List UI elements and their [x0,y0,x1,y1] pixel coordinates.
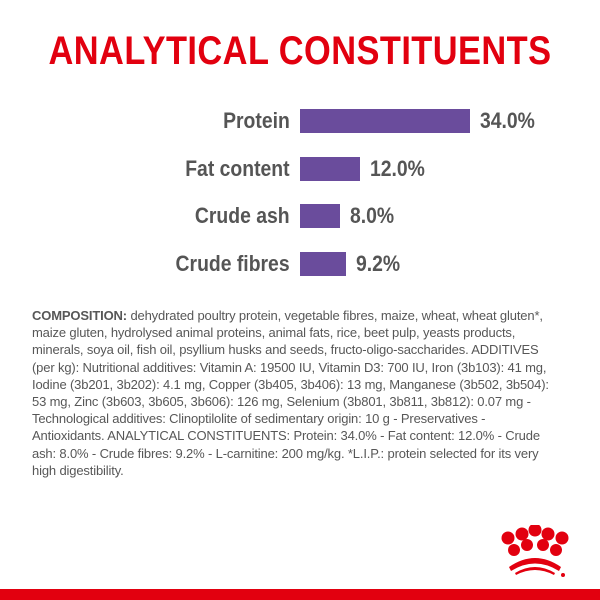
constituents-bar-chart: Protein 34.0% Fat content 12.0% Crude as… [0,0,600,290]
composition-text: COMPOSITION: dehydrated poultry protein,… [32,307,560,479]
page-title: ANALYTICAL CONSTITUENTS [48,29,552,73]
bar-label: Crude fibres [175,251,290,276]
royal-canin-crown-logo-icon [495,523,575,585]
bar-crude-ash [300,204,340,228]
bar-protein [300,109,470,133]
bar-label: Crude ash [195,203,290,228]
chart-row-fat-content: Fat content 12.0% [0,156,600,183]
bar-crude-fibres [300,252,346,276]
chart-row-crude-fibres: Crude fibres 9.2% [0,251,600,278]
bar-value: 34.0% [480,108,535,133]
bar-value: 9.2% [356,251,401,276]
footer-brand-bar [0,589,600,600]
composition-label: COMPOSITION: [32,308,127,323]
chart-row-crude-ash: Crude ash 8.0% [0,203,600,230]
composition-body: dehydrated poultry protein, vegetable fi… [32,308,549,478]
bar-label: Protein [223,108,290,133]
bar-value: 12.0% [370,156,425,181]
bar-label: Fat content [185,156,290,181]
chart-row-protein: Protein 34.0% [0,108,600,135]
bar-fat-content [300,157,360,181]
bar-value: 8.0% [350,203,395,228]
